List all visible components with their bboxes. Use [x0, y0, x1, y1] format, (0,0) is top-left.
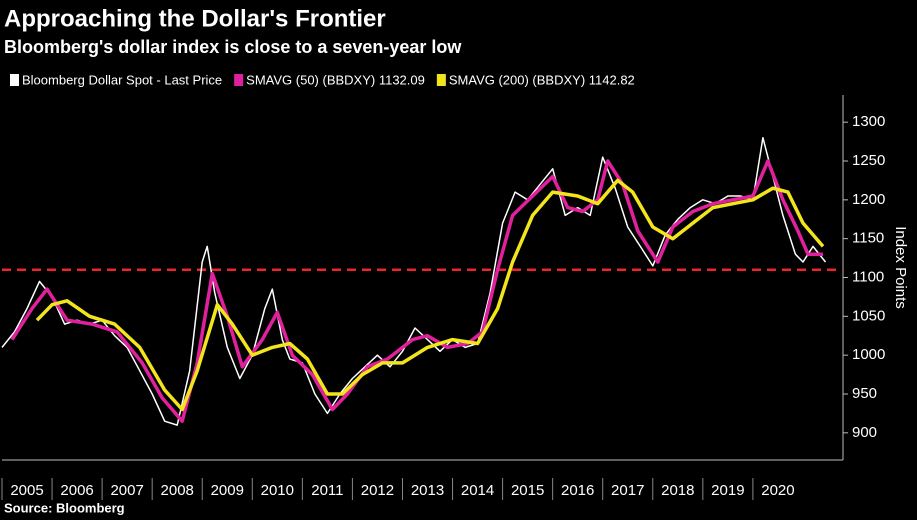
x-tick-label: 2008 [161, 482, 194, 499]
x-tick-label: 2017 [611, 482, 644, 499]
legend-label: SMAVG (200) (BBDXY) 1142.82 [449, 72, 635, 87]
y-tick-label: 1300 [852, 113, 885, 130]
legend-swatch [10, 74, 19, 86]
series-line [35, 178, 825, 412]
x-tick-label: 2018 [661, 482, 694, 499]
x-tick-label: 2013 [411, 482, 444, 499]
x-tick-label: 2016 [561, 482, 594, 499]
x-tick-label: 2006 [60, 482, 93, 499]
y-tick-label: 1200 [852, 191, 885, 208]
y-tick-label: 1250 [852, 152, 885, 169]
x-tick-label: 2020 [761, 482, 794, 499]
x-tick-label: 2014 [461, 482, 494, 499]
source: Source: Bloomberg [4, 500, 125, 515]
y-tick-label: 1100 [852, 268, 884, 285]
legend-label: Bloomberg Dollar Spot - Last Price [22, 72, 222, 87]
x-tick-label: 2011 [311, 482, 343, 499]
legend-swatch [234, 74, 244, 86]
y-tick-label: 900 [852, 424, 877, 441]
x-tick-label: 2009 [211, 482, 244, 499]
x-tick-label: 2019 [711, 482, 744, 499]
x-tick-label: 2012 [361, 482, 394, 499]
x-tick-label: 2005 [10, 482, 43, 499]
legend-swatch [436, 74, 446, 86]
y-tick-label: 1000 [852, 346, 885, 363]
legend-label: SMAVG (50) (BBDXY) 1132.09 [246, 72, 425, 87]
chart-subtitle: Bloomberg's dollar index is close to a s… [4, 37, 462, 57]
x-tick-label: 2010 [261, 482, 294, 499]
y-tick-label: 1050 [852, 307, 885, 324]
series-line [10, 159, 823, 423]
y-axis-label: Index Points [892, 226, 909, 309]
chart-title: Approaching the Dollar's Frontier [4, 5, 386, 32]
series-line [1, 136, 827, 426]
x-tick-label: 2015 [511, 482, 544, 499]
x-tick-label: 2007 [110, 482, 143, 499]
y-tick-label: 1150 [852, 230, 884, 247]
legend: Bloomberg Dollar Spot - Last Price SMAVG … [10, 72, 635, 87]
y-tick-label: 950 [852, 385, 877, 402]
